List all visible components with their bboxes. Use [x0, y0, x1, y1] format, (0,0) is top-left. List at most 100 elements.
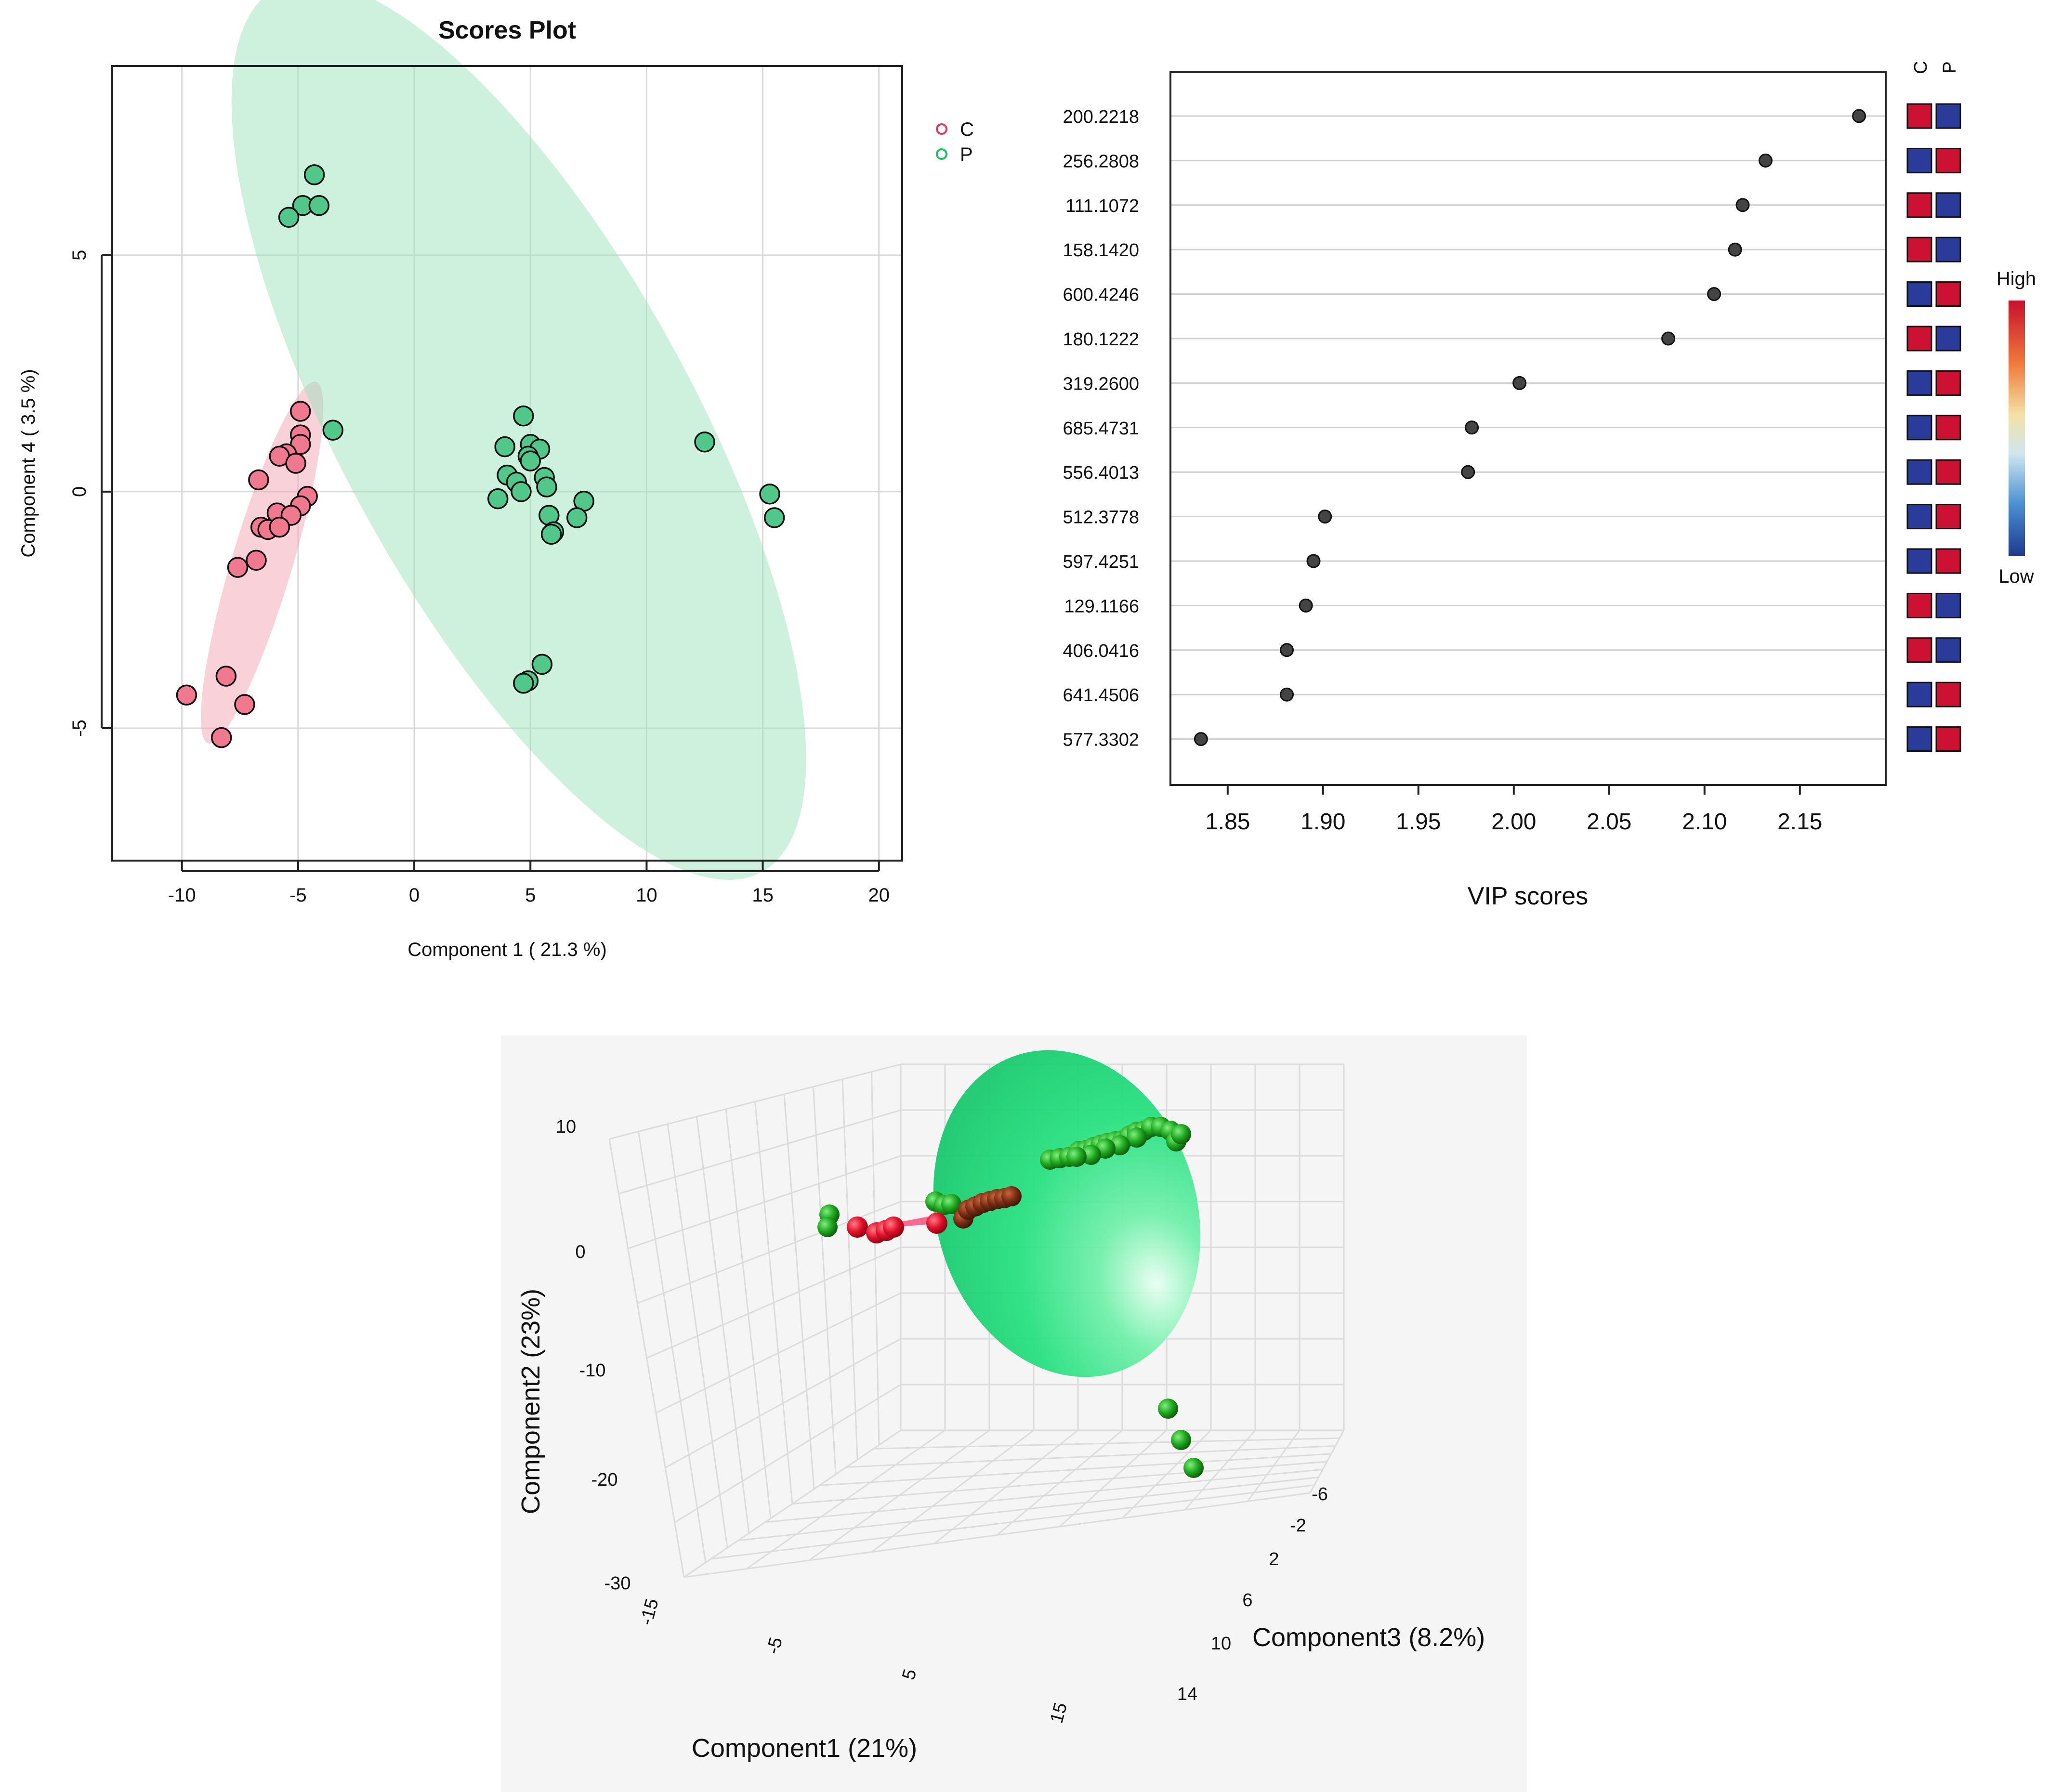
score-point-p [759, 484, 780, 505]
sphere-3d-green [1066, 1147, 1087, 1167]
axis3d-z-tick-label: 6 [1242, 1590, 1252, 1610]
sphere-3d-red [926, 1213, 947, 1234]
axis3d-y-tick-label: -20 [591, 1470, 618, 1490]
scores-y-tick-label: 5 [69, 250, 90, 261]
vip-dot [1759, 153, 1773, 168]
grid3d-floor-width [765, 1468, 1323, 1523]
axis3d-x-label: Component1 (21%) [692, 1734, 917, 1763]
score-point-p [278, 207, 300, 228]
heatmap-column-label: P [1940, 61, 1960, 73]
ellipse-group-p [231, 0, 806, 880]
vip-plot-frame [1169, 71, 1887, 786]
legend-p-label: P [960, 144, 973, 165]
vip-dot [1735, 198, 1750, 212]
heatmap-cell [1906, 370, 1932, 396]
vip-dot [1318, 510, 1332, 524]
vip-feature-label: 319.2600 [1063, 374, 1140, 394]
grid3d-left-vertical [754, 1101, 793, 1504]
heatmap-cell [1935, 236, 1961, 262]
grid3d-left-vertical [841, 1079, 858, 1460]
heatmap-cell [1935, 637, 1961, 663]
heatmap-cell [1906, 681, 1932, 707]
heatmap-cell [1935, 415, 1961, 441]
vip-dot [1461, 465, 1475, 479]
heatmap-cell [1906, 726, 1932, 752]
legend-p-marker [936, 148, 947, 160]
grid3d-left-vertical [667, 1124, 728, 1548]
vip-feature-label: 129.1166 [1064, 596, 1139, 616]
legend-c-label: C [960, 119, 974, 140]
vip-feature-label: 641.4506 [1063, 685, 1140, 706]
scores-x-axis-label: Component 1 ( 21.3 %) [407, 939, 607, 960]
axis3d-y-tick-label: 0 [575, 1242, 585, 1262]
axis3d-z-tick-label: -2 [1290, 1516, 1306, 1536]
vip-dot [1661, 331, 1676, 346]
score-point-p [303, 164, 325, 185]
scores-x-tick-label: 10 [636, 885, 657, 906]
sphere-3d-red [883, 1216, 904, 1238]
vip-scores-plot: 200.2218 256.2808 111.1072 158.1420 600.4246… [1063, 61, 2036, 910]
sphere-3d-green [941, 1194, 961, 1214]
vip-feature-label: 556.4013 [1063, 463, 1140, 483]
heatmap-cell [1906, 415, 1932, 441]
score-point-c [176, 684, 197, 706]
sphere-3d-brown [1001, 1186, 1022, 1206]
legend-c-marker [936, 123, 947, 135]
sphere-3d-green [1171, 1124, 1191, 1144]
vip-x-tick-label: 1.95 [1396, 809, 1441, 835]
axis3d-y-tick-label: -30 [604, 1573, 631, 1594]
scores-y-axis-label: Component 4 ( 3.5 %) [18, 369, 39, 557]
heatmap-cell [1935, 681, 1961, 707]
score-point-p [308, 195, 330, 216]
heatmap-cell [1906, 103, 1932, 129]
heatmap-cell [1935, 281, 1961, 307]
axis3d-z-tick-label: 14 [1177, 1684, 1197, 1704]
scores-x-tick-label: 5 [525, 885, 536, 906]
axis3d-y-tick-label: -10 [579, 1360, 606, 1381]
vip-feature-label: 406.0416 [1063, 641, 1140, 661]
vip-x-tick-label: 2.10 [1682, 809, 1727, 835]
vip-x-tick-label: 2.15 [1777, 809, 1822, 835]
score-point-p [487, 488, 509, 510]
score-point-p [536, 476, 557, 497]
axis3d-z-tick-label: 10 [1211, 1634, 1231, 1654]
grid3d-left-vertical [608, 1138, 685, 1578]
sphere-3d-green [1127, 1127, 1147, 1148]
axis3d-z-label: Component3 (8.2%) [1252, 1623, 1485, 1652]
vip-x-axis-label: VIP scores [1468, 882, 1588, 910]
scores-x-tick-label: 15 [752, 885, 774, 906]
heatmap-cell [1935, 726, 1961, 752]
heatmap-cell [1935, 326, 1961, 352]
vip-feature-label: 600.4246 [1063, 285, 1140, 305]
vip-dot [1299, 598, 1313, 613]
grid3d-floor-width [738, 1477, 1319, 1542]
scores-plot-frame [111, 65, 903, 862]
scores-legend: C P [936, 119, 974, 165]
score-point-p [513, 405, 534, 427]
score-point-p [494, 436, 515, 458]
score-point-p [566, 507, 588, 528]
score-point-c [210, 727, 232, 748]
scores-x-tick-label: 0 [409, 885, 420, 906]
scores-x-tick-label: -10 [168, 885, 196, 906]
score-point-p [511, 481, 532, 502]
heatmap-cell [1935, 459, 1961, 485]
colorbar-high-label: High [1996, 268, 2036, 289]
vip-feature-label: 111.1072 [1065, 196, 1139, 216]
vip-feature-label: 577.3302 [1063, 730, 1140, 750]
heatmap-cell [1935, 548, 1961, 574]
grid3d-floor-width [792, 1461, 1327, 1504]
heatmap-cell [1935, 504, 1961, 530]
score-point-p [531, 654, 553, 675]
vip-feature-label: 685.4731 [1063, 419, 1140, 439]
vip-x-tick-label: 1.90 [1300, 809, 1345, 835]
heatmap-cell [1906, 459, 1932, 485]
scores-plot-title: Scores Plot [438, 16, 576, 44]
sphere-3d-green [1171, 1430, 1191, 1450]
heatmap-cell [1935, 192, 1961, 218]
score-point-c [289, 401, 311, 422]
heatmap-cell [1935, 592, 1961, 618]
vip-dot [1280, 643, 1294, 657]
vip-dot [1280, 687, 1294, 702]
